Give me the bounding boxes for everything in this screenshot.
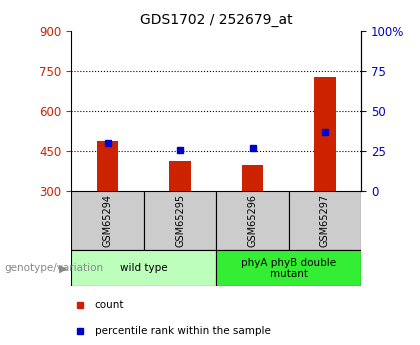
Text: ▶: ▶: [59, 263, 67, 273]
Text: GSM65297: GSM65297: [320, 194, 330, 247]
Text: genotype/variation: genotype/variation: [4, 263, 103, 273]
Text: GSM65294: GSM65294: [102, 194, 113, 247]
Bar: [97, 141, 118, 191]
Text: count: count: [94, 300, 124, 310]
Text: wild type: wild type: [120, 263, 168, 273]
Bar: [216, 191, 289, 250]
Bar: [289, 191, 361, 250]
Bar: [169, 161, 191, 191]
Bar: [314, 77, 336, 191]
Bar: [144, 191, 216, 250]
Bar: [241, 165, 263, 191]
Text: percentile rank within the sample: percentile rank within the sample: [94, 326, 270, 336]
Bar: [216, 250, 361, 286]
Text: GSM65295: GSM65295: [175, 194, 185, 247]
Text: GSM65296: GSM65296: [247, 194, 257, 247]
Title: GDS1702 / 252679_at: GDS1702 / 252679_at: [140, 13, 293, 27]
Text: phyA phyB double
mutant: phyA phyB double mutant: [241, 257, 336, 279]
Bar: [71, 191, 144, 250]
Bar: [71, 250, 216, 286]
